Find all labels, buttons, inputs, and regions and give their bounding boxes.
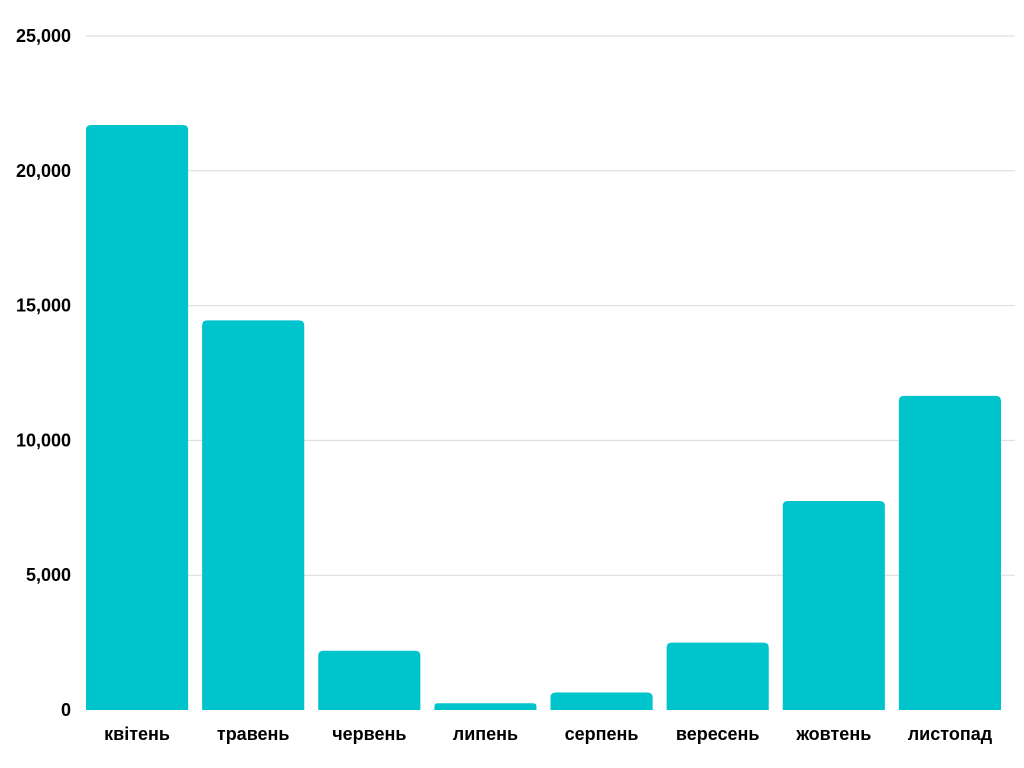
x-tick-label: травень — [217, 724, 290, 744]
x-tick-label: серпень — [565, 724, 639, 744]
y-axis: 0 5,000 10,000 15,000 20,000 25,000 — [16, 26, 71, 720]
x-tick-label: червень — [332, 724, 406, 744]
bars — [86, 124, 1001, 710]
y-tick-label: 0 — [61, 700, 71, 720]
y-tick-label: 5,000 — [26, 565, 71, 585]
bar — [898, 395, 1001, 710]
bar — [666, 642, 769, 710]
bar — [202, 320, 305, 710]
bar — [550, 692, 653, 710]
bar — [86, 124, 189, 710]
x-tick-label: липень — [453, 724, 518, 744]
bar — [782, 501, 885, 710]
x-tick-label: квітень — [104, 724, 170, 744]
x-tick-label: вересень — [676, 724, 760, 744]
x-tick-label: жовтень — [795, 724, 871, 744]
y-tick-label: 10,000 — [16, 430, 71, 450]
y-tick-label: 25,000 — [16, 26, 71, 46]
y-tick-label: 15,000 — [16, 296, 71, 316]
x-axis: квітень травень червень липень серпень вересе… — [104, 724, 993, 744]
x-tick-label: листопад — [908, 724, 993, 744]
bar — [434, 703, 537, 710]
bar — [318, 650, 421, 710]
y-tick-label: 20,000 — [16, 161, 71, 181]
